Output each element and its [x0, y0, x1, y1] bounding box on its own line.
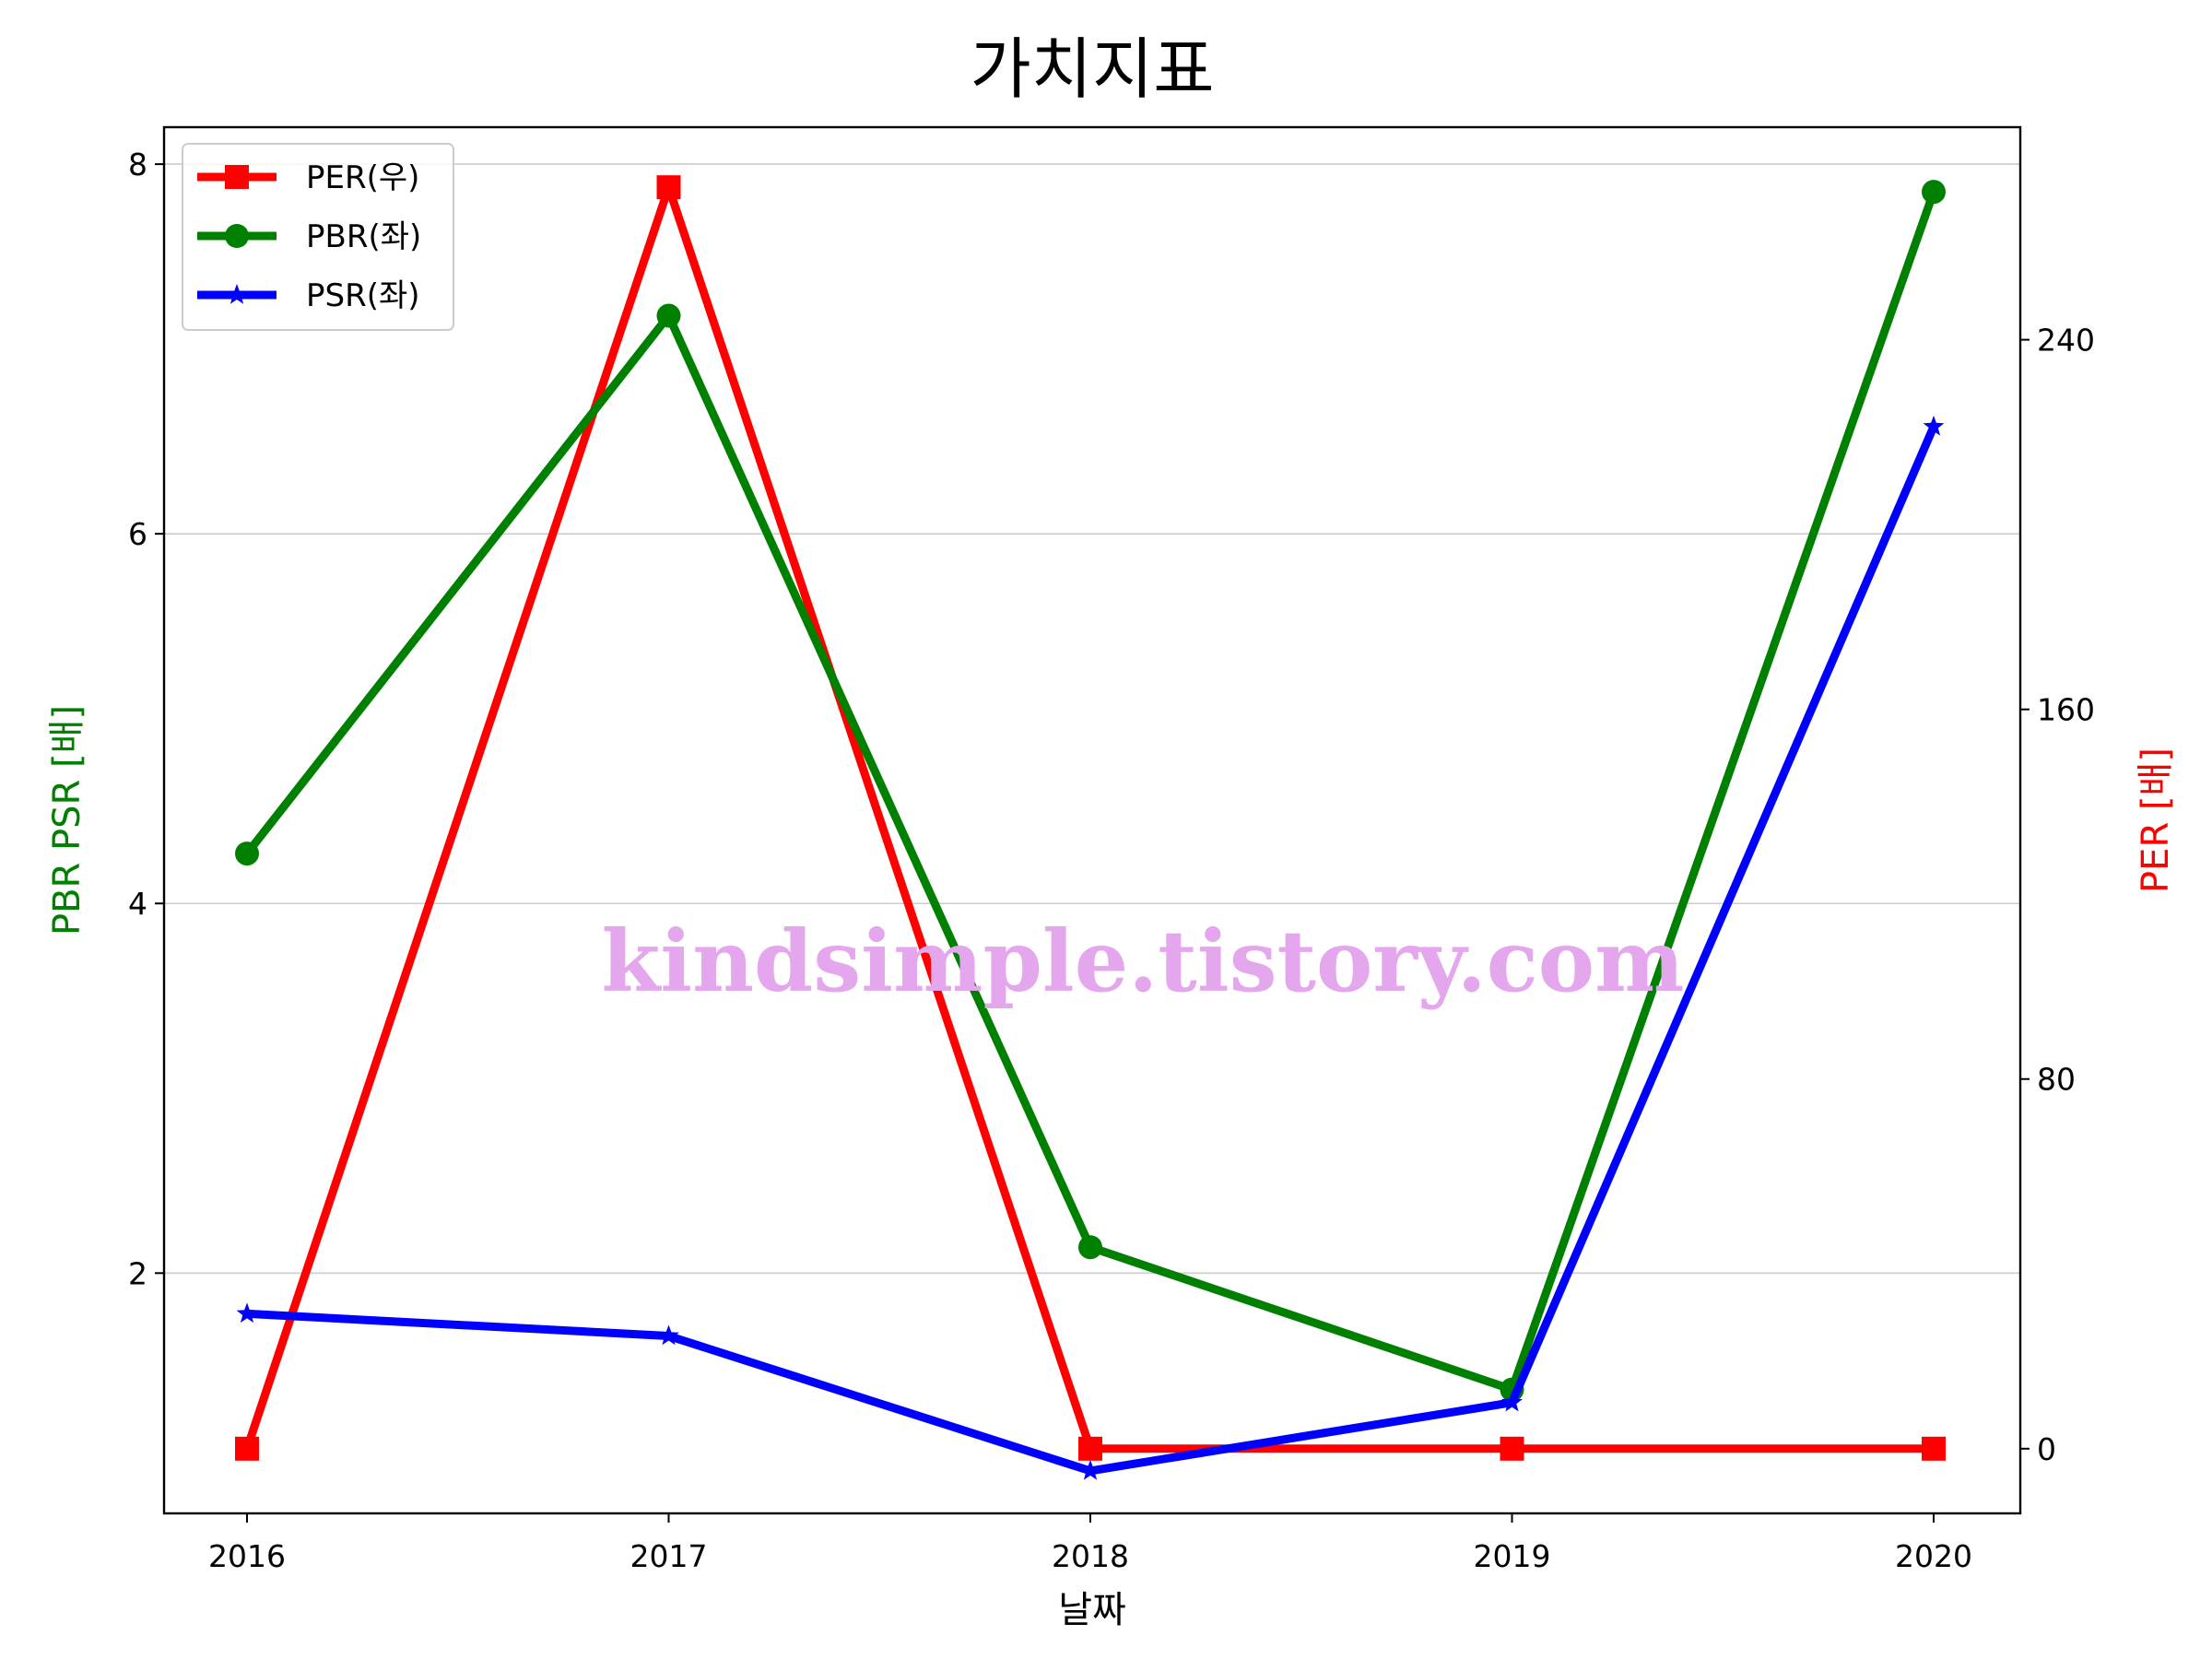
legend-item: PSR(좌)	[197, 277, 420, 314]
right-tick-label: 0	[2037, 1431, 2056, 1467]
left-tick-label: 8	[128, 147, 147, 182]
legend: PER(우) PBR(좌) PSR(좌)	[182, 143, 454, 331]
x-tick-label: 2020	[1895, 1538, 1972, 1574]
x-tick-label: 2019	[1474, 1538, 1551, 1574]
x-tick-label: 2016	[208, 1538, 286, 1574]
left-axis-label: PBR PSR [배]	[46, 705, 88, 935]
left-axis-ticks: 2 4 6 8	[128, 147, 164, 1291]
legend-item: PBR(좌)	[197, 218, 421, 255]
series-layer	[235, 175, 1946, 1480]
plot-area-frame	[162, 125, 2022, 1515]
x-axis-ticks: 2016 2017 2018 2019 2020	[208, 1513, 1972, 1574]
right-tick-label: 160	[2037, 692, 2095, 728]
data-point	[658, 1324, 679, 1346]
data-point	[1079, 1459, 1101, 1480]
legend-label: PBR(좌)	[306, 218, 421, 255]
series-PSR(좌)	[236, 415, 1945, 1480]
x-tick-label: 2018	[1052, 1538, 1129, 1574]
data-point	[1501, 1391, 1523, 1412]
data-point	[1922, 180, 1946, 205]
right-tick-label: 240	[2037, 323, 2095, 359]
gridlines	[164, 163, 2020, 1275]
legend-item: PER(우)	[197, 159, 419, 196]
legend-marker	[225, 224, 249, 248]
data-point	[235, 1436, 259, 1461]
left-tick-label: 2	[128, 1255, 147, 1291]
series-PER(우)	[235, 175, 1946, 1461]
data-point	[235, 841, 259, 866]
right-tick-label: 80	[2037, 1062, 2076, 1098]
x-tick-label: 2017	[630, 1538, 708, 1574]
data-point	[1922, 1436, 1946, 1461]
left-tick-label: 6	[128, 516, 147, 552]
legend-marker	[226, 284, 248, 304]
data-point	[1500, 1436, 1524, 1461]
data-point	[656, 175, 681, 200]
data-point	[656, 303, 681, 328]
data-point	[1078, 1436, 1102, 1461]
data-point	[1923, 415, 1945, 436]
right-axis-ticks: 0 80 160 240	[2020, 323, 2095, 1467]
legend-box	[182, 143, 454, 331]
data-point	[1078, 1235, 1102, 1260]
legend-marker	[225, 165, 249, 189]
right-axis-label: PER [배]	[2135, 747, 2177, 893]
x-axis-label: 날짜	[1058, 1589, 1126, 1631]
watermark: kindsimple.tistory.com	[601, 912, 1684, 1011]
legend-label: PER(우)	[306, 159, 419, 196]
left-tick-label: 4	[128, 886, 147, 922]
legend-label: PSR(좌)	[306, 277, 420, 314]
data-point	[236, 1302, 258, 1324]
chart-title: 가치지표	[971, 30, 1215, 108]
